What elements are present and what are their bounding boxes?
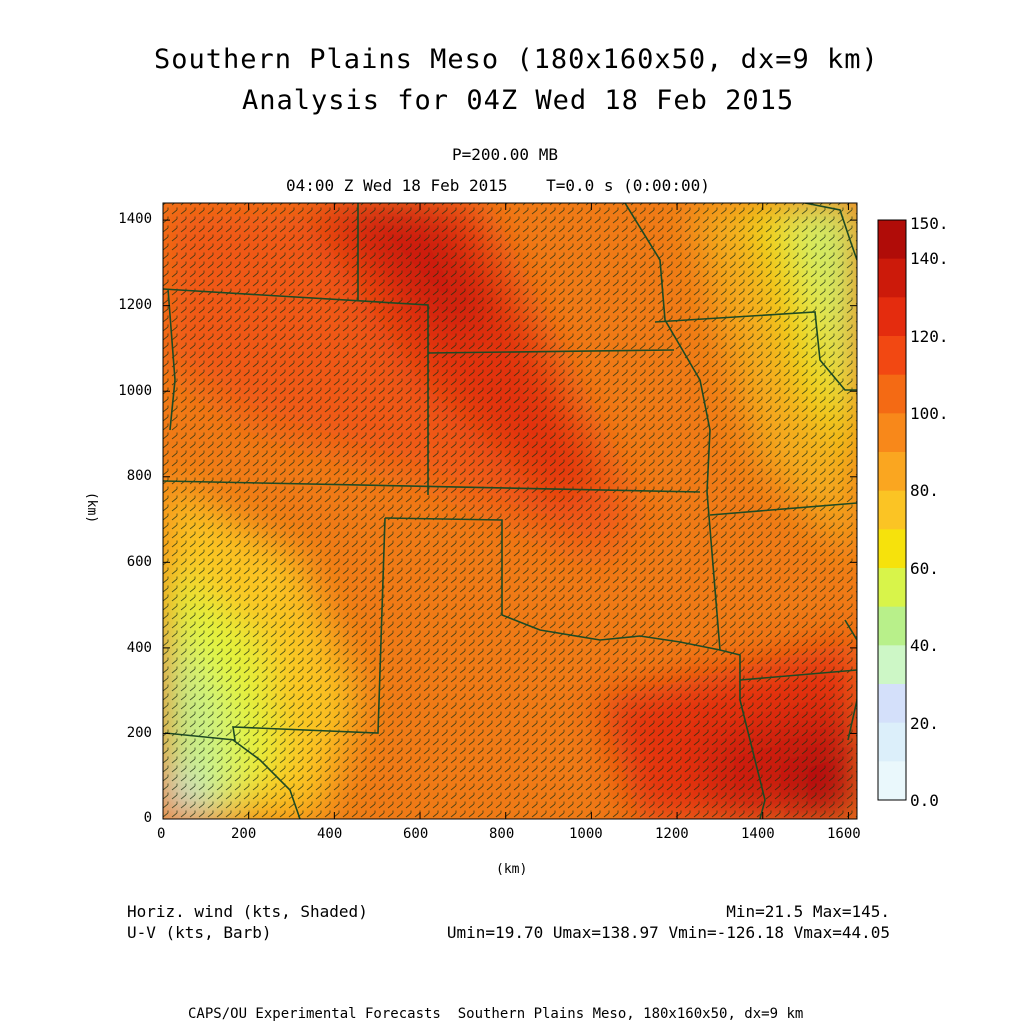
y-axis-label: (km) (84, 491, 100, 524)
colorbar-segment (878, 761, 906, 801)
colorbar-segment (878, 220, 906, 260)
field-label-shaded: Horiz. wind (kts, Shaded) (127, 902, 368, 921)
colorbar-segment (878, 568, 906, 608)
min-max-stats: Min=21.5 Max=145. (726, 902, 890, 921)
title-line-2: Analysis for 04Z Wed 18 Feb 2015 (242, 85, 795, 116)
colorbar-segment (878, 529, 906, 569)
colorbar-segment (878, 490, 906, 530)
x-tick-label: 600 (403, 826, 429, 842)
colorbar-segment (878, 645, 906, 685)
y-tick-label: 1400 (118, 211, 152, 227)
title-line-1: Southern Plains Meso (180x160x50, dx=9 k… (154, 44, 879, 75)
x-tick-label: 1000 (569, 826, 603, 842)
x-tick-label: 200 (231, 826, 257, 842)
colorbar-segment (878, 413, 906, 453)
y-tick-label: 400 (126, 640, 152, 656)
colorbar-label: 20. (910, 714, 939, 733)
colorbar-label: 120. (910, 327, 949, 346)
colorbar-label: 40. (910, 636, 939, 655)
colorbar-label: 0.0 (910, 791, 939, 810)
colorbar (878, 220, 906, 801)
y-tick-label: 1200 (118, 297, 152, 313)
plot-frame (162, 202, 858, 820)
colorbar-segment (878, 297, 906, 337)
colorbar-label: 80. (910, 481, 939, 500)
x-tick-label: 1400 (741, 826, 775, 842)
x-tick-label: 1200 (655, 826, 689, 842)
colorbar-label: 60. (910, 559, 939, 578)
pressure-level: P=200.00 MB (452, 145, 558, 164)
valid-time: 04:00 Z Wed 18 Feb 2015 T=0.0 s (0:00:00… (286, 176, 710, 195)
field-label-barb: U-V (kts, Barb) (127, 923, 272, 942)
colorbar-segment (878, 258, 906, 298)
colorbar-label: 100. (910, 404, 949, 423)
wind-speed-shading (163, 203, 857, 819)
colorbar-segment (878, 722, 906, 762)
y-tick-label: 600 (126, 554, 152, 570)
x-tick-label: 800 (489, 826, 515, 842)
x-tick-label: 1600 (827, 826, 861, 842)
colorbar-segment (878, 452, 906, 492)
colorbar-label: 150. (910, 214, 949, 233)
colorbar-segment (878, 684, 906, 724)
colorbar-segment (878, 374, 906, 414)
colorbar-label: 140. (910, 249, 949, 268)
x-tick-label: 0 (157, 826, 166, 842)
y-tick-label: 0 (143, 810, 152, 826)
axis-ticks (162, 203, 857, 820)
colorbar-segment (878, 336, 906, 376)
uv-stats: Umin=19.70 Umax=138.97 Vmin=-126.18 Vmax… (446, 923, 890, 942)
y-tick-label: 200 (126, 725, 152, 741)
y-tick-label: 1000 (118, 383, 152, 399)
footer-credit: CAPS/OU Experimental Forecasts Southern … (188, 1006, 804, 1022)
x-axis-label: (km) (496, 862, 528, 877)
colorbar-segment (878, 606, 906, 646)
state-boundaries (163, 203, 857, 819)
y-tick-label: 800 (126, 468, 152, 484)
colorbar-frame (877, 219, 907, 801)
x-tick-label: 400 (317, 826, 343, 842)
